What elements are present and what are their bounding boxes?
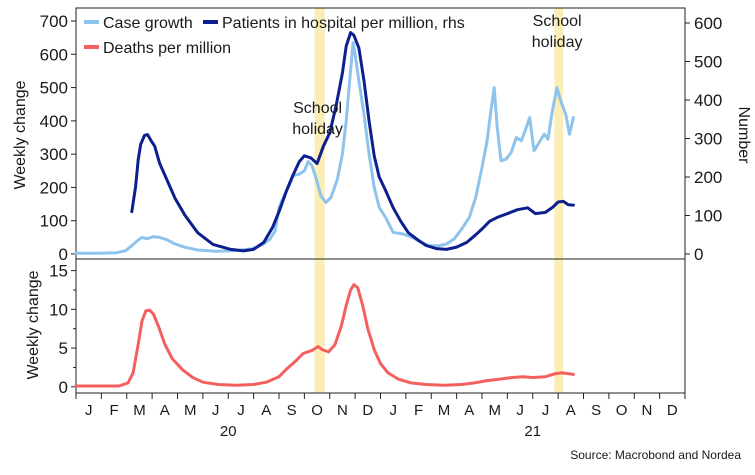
- legend-label-hospital: Patients in hospital per million, rhs: [222, 15, 465, 32]
- xtick-label-month: N: [337, 402, 348, 419]
- school-holiday-annotation: School holiday: [292, 100, 343, 138]
- annotation-line: holiday: [532, 34, 583, 51]
- xtick-label-month: A: [566, 402, 576, 419]
- ytick-label-right: 100: [694, 207, 722, 226]
- legend-label-deaths: Deaths per million: [103, 40, 231, 57]
- xtick-label-month: M: [133, 402, 146, 419]
- xtick-label-month: O: [616, 402, 628, 419]
- year-label: 20: [220, 423, 237, 440]
- ytick-label-bottom: 10: [49, 300, 68, 319]
- bottom-panel-frame: [75, 258, 686, 394]
- year-label: 21: [524, 423, 541, 440]
- top-ylabel-left: Weekly change: [12, 80, 29, 189]
- ytick-label-right: 500: [694, 53, 722, 72]
- top-ylabel-right: Number: [735, 107, 752, 165]
- ytick-label-left: 200: [40, 178, 68, 197]
- xtick-label-month: S: [287, 402, 297, 419]
- xtick-label-month: F: [414, 402, 423, 419]
- ytick-label-left: 400: [40, 112, 68, 131]
- legend-label-case-growth: Case growth: [103, 15, 193, 32]
- xtick-label-month: A: [464, 402, 474, 419]
- source-note: Source: Macrobond and Nordea: [570, 448, 741, 462]
- xtick-label-month: D: [667, 402, 678, 419]
- ytick-label-left: 600: [40, 45, 68, 64]
- series-line-deaths: [74, 283, 575, 388]
- series: [74, 31, 575, 388]
- ytick-label-bottom: 0: [59, 378, 68, 397]
- series-line-case-growth: [74, 41, 575, 255]
- xtick-label-month: J: [516, 402, 524, 419]
- legend-bottom: Deaths per million: [84, 40, 231, 57]
- bottom-ylabel-left: Weekly change: [25, 270, 42, 379]
- ytick-label-right: 300: [694, 130, 722, 149]
- ytick-label-right: 400: [694, 91, 722, 110]
- xtick-label-month: J: [237, 402, 245, 419]
- ytick-label-bottom: 15: [49, 262, 68, 281]
- ytick-label-left: 700: [40, 12, 68, 31]
- ytick-label-right: 0: [694, 245, 703, 264]
- ytick-label-left: 300: [40, 145, 68, 164]
- xtick-label-month: M: [184, 402, 197, 419]
- labels: 0100200300400500600700010020030040050060…: [40, 12, 723, 440]
- xtick-label-month: A: [261, 402, 271, 419]
- annotation-line: School: [533, 13, 582, 30]
- series-line-hospital: [130, 31, 575, 253]
- ytick-label-left: 0: [59, 245, 68, 264]
- xtick-label-month: N: [642, 402, 653, 419]
- school-holiday-annotation: School holiday: [532, 13, 583, 51]
- ytick-label-bottom: 5: [59, 339, 68, 358]
- xtick-label-month: A: [160, 402, 170, 419]
- ytick-label-right: 600: [694, 14, 722, 33]
- xtick-label-month: J: [542, 402, 550, 419]
- xtick-label-month: J: [212, 402, 220, 419]
- axes: [71, 7, 690, 399]
- xtick-label-month: S: [591, 402, 601, 419]
- xtick-label-month: M: [438, 402, 451, 419]
- xtick-label-month: J: [85, 402, 93, 419]
- annotation-line: School: [293, 100, 342, 117]
- xtick-label-month: O: [311, 402, 323, 419]
- xtick-label-month: D: [362, 402, 373, 419]
- ytick-label-right: 200: [694, 168, 722, 187]
- annotation-line: holiday: [292, 121, 343, 138]
- ytick-label-left: 500: [40, 79, 68, 98]
- ytick-label-left: 100: [40, 212, 68, 231]
- school-holiday-band: [314, 8, 325, 393]
- xtick-label-month: J: [389, 402, 397, 419]
- xtick-label-month: M: [488, 402, 501, 419]
- legend-top: Case growth Patients in hospital per mil…: [84, 15, 465, 32]
- xtick-label-month: F: [109, 402, 118, 419]
